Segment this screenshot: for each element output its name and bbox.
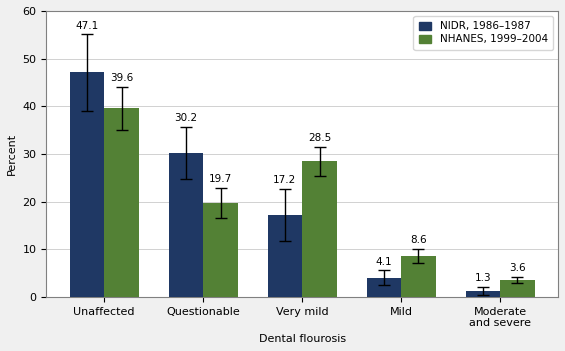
Legend: NIDR, 1986–1987, NHANES, 1999–2004: NIDR, 1986–1987, NHANES, 1999–2004 bbox=[414, 16, 553, 50]
Bar bbox=[268, 215, 302, 297]
Text: 3.6: 3.6 bbox=[509, 263, 526, 273]
Bar bbox=[466, 291, 500, 297]
Text: 17.2: 17.2 bbox=[273, 175, 297, 185]
Bar bbox=[302, 161, 337, 297]
Text: 47.1: 47.1 bbox=[75, 20, 98, 31]
Text: 39.6: 39.6 bbox=[110, 73, 133, 83]
Text: 28.5: 28.5 bbox=[308, 133, 331, 143]
Bar bbox=[203, 203, 238, 297]
Bar bbox=[168, 153, 203, 297]
Bar bbox=[401, 256, 436, 297]
Y-axis label: Percent: Percent bbox=[7, 133, 17, 175]
Text: 30.2: 30.2 bbox=[175, 113, 197, 123]
Text: 4.1: 4.1 bbox=[376, 257, 392, 267]
X-axis label: Dental flourosis: Dental flourosis bbox=[259, 334, 346, 344]
Bar bbox=[105, 108, 139, 297]
Text: 19.7: 19.7 bbox=[209, 174, 232, 184]
Text: 8.6: 8.6 bbox=[410, 235, 427, 245]
Bar bbox=[367, 278, 401, 297]
Text: 1.3: 1.3 bbox=[475, 273, 491, 283]
Bar bbox=[500, 280, 535, 297]
Bar bbox=[69, 73, 105, 297]
